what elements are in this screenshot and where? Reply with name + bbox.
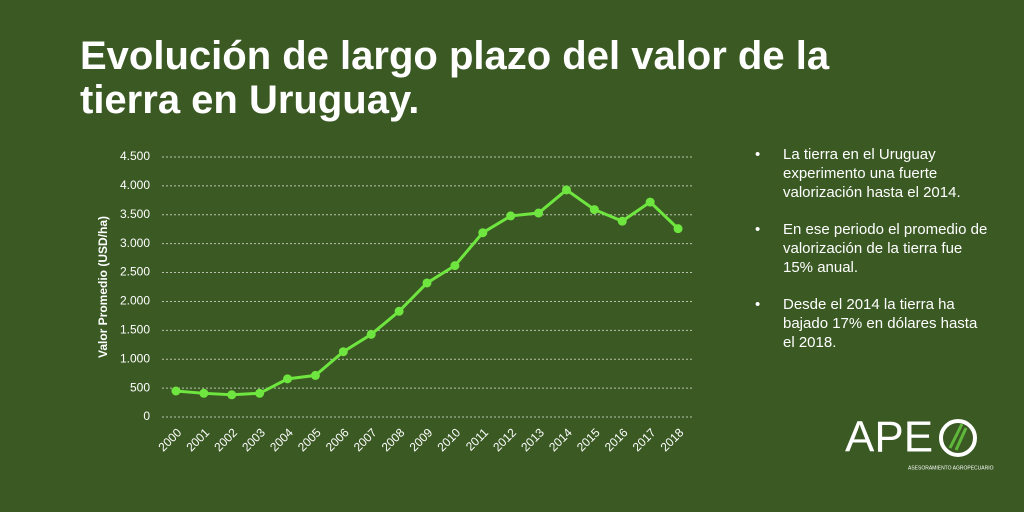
y-tick-label: 3.000 bbox=[120, 236, 150, 250]
point bbox=[199, 388, 209, 398]
y-tick-label: 4.500 bbox=[120, 149, 150, 163]
x-tick-label: 2004 bbox=[267, 425, 296, 454]
point bbox=[506, 211, 516, 221]
point bbox=[310, 370, 320, 380]
note: La tierra en el Uruguay experimento una … bbox=[755, 145, 990, 202]
y-tick-label: 2.500 bbox=[120, 265, 150, 279]
x-tick-label: 2002 bbox=[211, 425, 240, 454]
title: Evolución de largo plazo del valor de la… bbox=[80, 34, 830, 122]
x-tick-label: 2000 bbox=[156, 425, 185, 454]
point bbox=[366, 329, 376, 339]
point bbox=[589, 205, 599, 215]
logo-ring bbox=[939, 419, 977, 457]
point bbox=[171, 386, 181, 396]
x-tick-label: 2017 bbox=[630, 425, 659, 454]
point bbox=[478, 228, 488, 238]
x-tick-label: 2014 bbox=[546, 425, 575, 454]
point bbox=[673, 224, 683, 234]
x-tick-label: 2008 bbox=[379, 425, 408, 454]
point bbox=[422, 278, 432, 288]
point bbox=[645, 197, 655, 207]
y-tick-label: 3.500 bbox=[120, 207, 150, 221]
y-tick-label: 2.000 bbox=[120, 294, 150, 308]
point bbox=[338, 347, 348, 357]
x-tick-label: 2011 bbox=[463, 425, 491, 453]
x-tick-label: 2016 bbox=[602, 425, 631, 454]
x-tick-label: 2003 bbox=[239, 425, 268, 454]
x-tick-label: 2005 bbox=[295, 425, 324, 454]
point bbox=[561, 185, 571, 195]
logo-name: APE bbox=[845, 413, 933, 462]
x-tick-label: 2018 bbox=[658, 425, 687, 454]
point bbox=[255, 388, 265, 398]
point bbox=[534, 208, 544, 218]
point bbox=[394, 306, 404, 316]
y-axis-label: Valor Promedio (USD/ha) bbox=[96, 216, 110, 358]
y-tick-label: 1.000 bbox=[120, 351, 150, 365]
y-tick-label: 0 bbox=[143, 409, 150, 423]
x-tick-label: 2012 bbox=[490, 425, 519, 454]
y-tick-label: 500 bbox=[130, 380, 150, 394]
notes: La tierra en el Uruguay experimento una … bbox=[755, 145, 990, 370]
x-tick-label: 2007 bbox=[351, 425, 380, 454]
point bbox=[283, 374, 293, 384]
y-tick-label: 1.500 bbox=[120, 323, 150, 337]
x-tick-label: 2006 bbox=[323, 425, 352, 454]
point bbox=[617, 216, 627, 226]
x-tick-label: 2001 bbox=[183, 425, 212, 454]
logo-grass bbox=[948, 423, 968, 451]
note: En ese periodo el promedio de valorizaci… bbox=[755, 220, 990, 277]
x-tick-label: 2013 bbox=[518, 425, 547, 454]
x-tick-label: 2009 bbox=[407, 425, 436, 454]
y-tick-label: 4.000 bbox=[120, 178, 150, 192]
logo-tagline: ASESORAMIENTO AGROPECUARIO bbox=[908, 465, 994, 471]
x-tick-label: 2015 bbox=[574, 425, 603, 454]
note: Desde el 2014 la tierra ha bajado 17% en… bbox=[755, 295, 990, 352]
x-tick-label: 2010 bbox=[434, 425, 463, 454]
point bbox=[227, 390, 237, 400]
point bbox=[450, 261, 460, 271]
line bbox=[175, 188, 680, 397]
